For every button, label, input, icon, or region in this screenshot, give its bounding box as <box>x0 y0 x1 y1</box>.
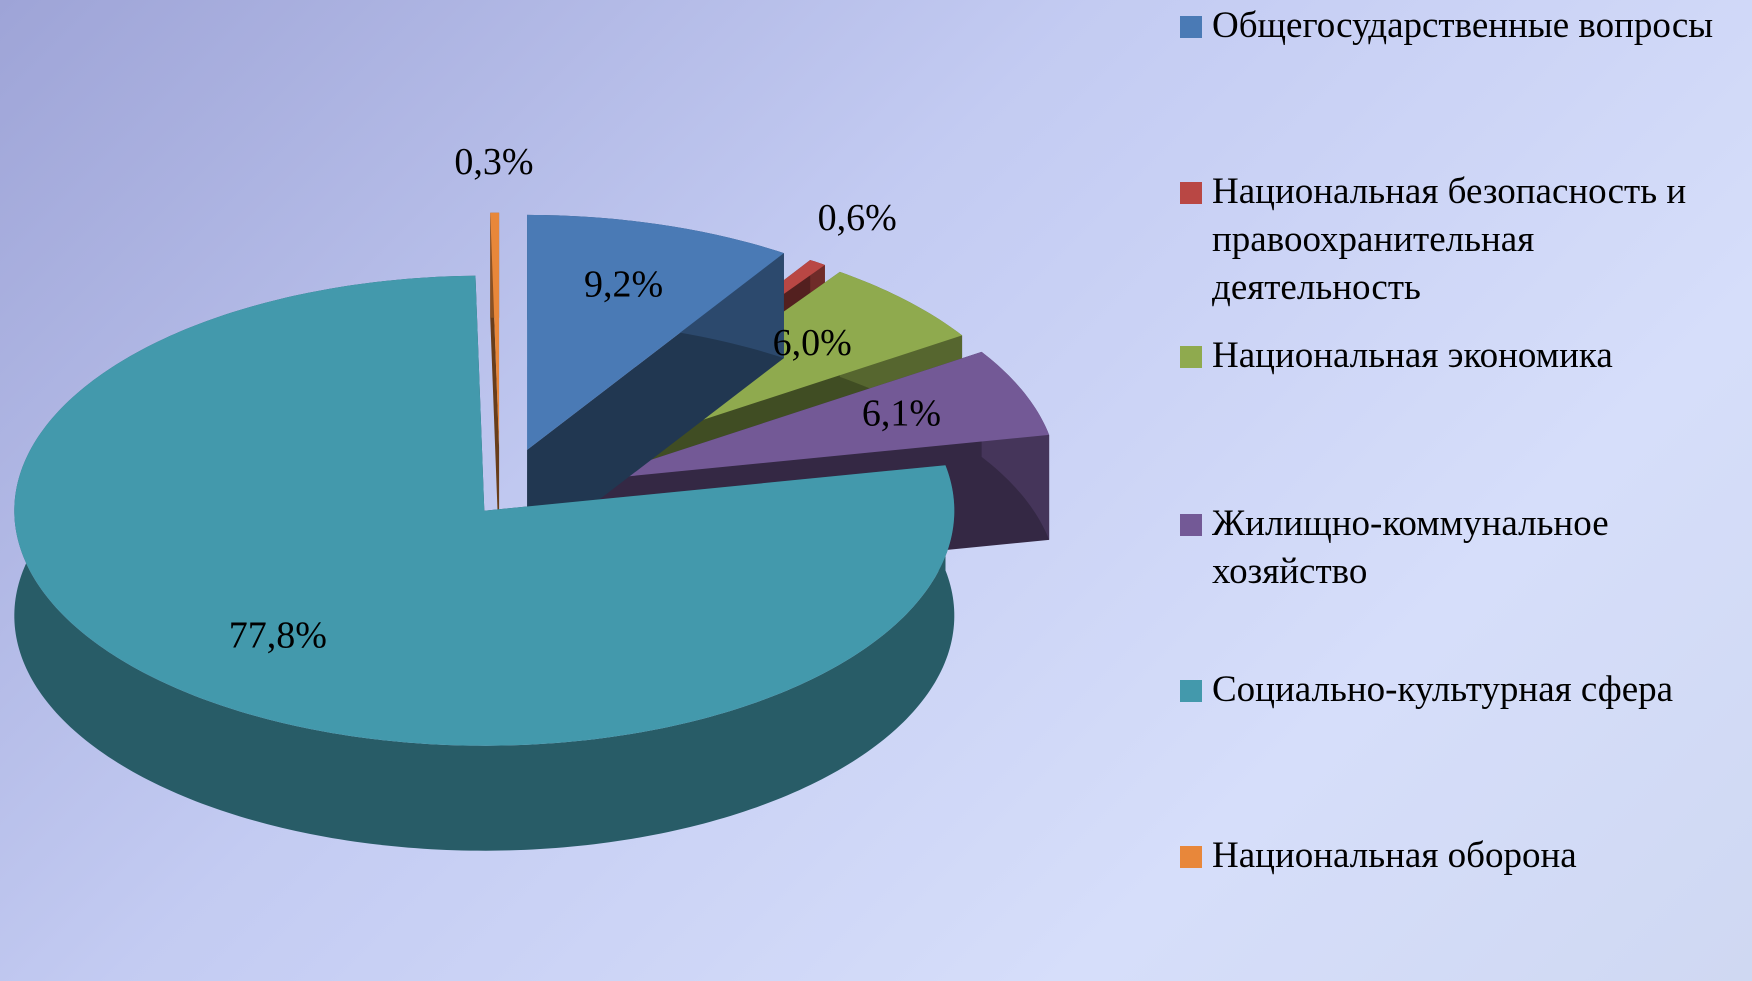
data-label: 77,8% <box>229 614 327 656</box>
legend-item: Социально-культурная сфера <box>1180 666 1740 714</box>
data-label: 9,2% <box>584 263 663 305</box>
legend-swatch <box>1180 16 1202 38</box>
data-label: 0,6% <box>818 197 897 239</box>
legend-item: Национальная экономика <box>1180 332 1740 380</box>
legend-swatch <box>1180 182 1202 204</box>
slice <box>14 275 955 851</box>
legend-label: Жилищно-коммунальное хозяйство <box>1212 503 1609 592</box>
slice <box>490 212 500 553</box>
legend-swatch <box>1180 514 1202 536</box>
slice <box>527 214 784 555</box>
legend-label: Национальная экономика <box>1212 335 1613 376</box>
legend: Общегосударственные вопросы Национальная … <box>1180 0 1752 981</box>
data-label: 6,0% <box>773 322 852 364</box>
legend-swatch <box>1180 680 1202 702</box>
legend-label: Национальная оборона <box>1212 835 1577 876</box>
legend-swatch <box>1180 346 1202 368</box>
legend-item: Общегосударственные вопросы <box>1180 2 1740 50</box>
slice-top <box>587 351 1050 481</box>
data-label: 6,1% <box>862 392 941 434</box>
legend-label: Общегосударственные вопросы <box>1212 5 1714 46</box>
data-label: 0,3% <box>454 141 533 183</box>
legend-item: Жилищно-коммунальное хозяйство <box>1180 500 1740 596</box>
legend-item: Национальная безопасность и правоохранит… <box>1180 168 1740 312</box>
legend-item: Национальная оборона <box>1180 832 1740 880</box>
legend-swatch <box>1180 846 1202 868</box>
slice-top <box>14 275 955 746</box>
legend-label: Социально-культурная сфера <box>1212 669 1674 710</box>
slice-top <box>490 212 500 448</box>
chart: 9,2% 0,6% 6,0%6,1% 77,8% 0,3% <box>14 141 1050 851</box>
legend-label: Национальная безопасность и правоохранит… <box>1212 171 1687 308</box>
slice-top <box>527 214 784 450</box>
